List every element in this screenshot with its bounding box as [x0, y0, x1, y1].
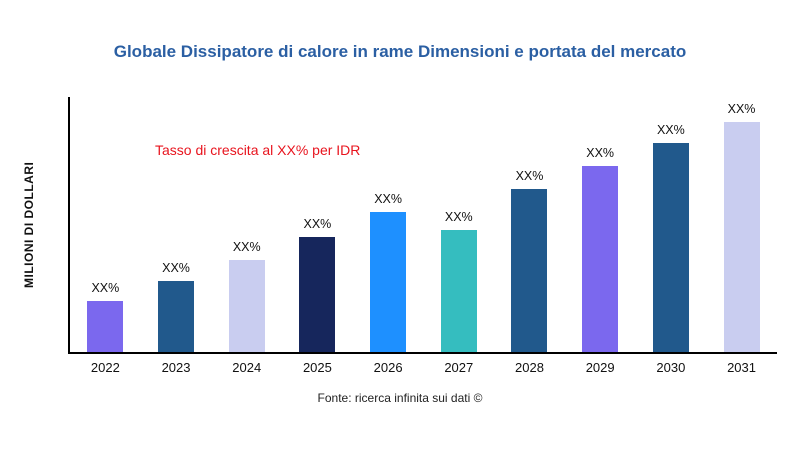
bar-value-label: XX% — [232, 240, 261, 254]
bar — [440, 230, 477, 352]
bar-column-2023: XX% — [158, 261, 195, 352]
bar-value-label: XX% — [91, 281, 120, 295]
bar-column-2025: XX% — [299, 217, 336, 352]
bar-column-2028: XX% — [511, 169, 548, 352]
x-tick-label: 2026 — [373, 360, 403, 375]
bar — [582, 166, 619, 352]
bar-column-2027: XX% — [440, 210, 477, 352]
bar-value-label: XX% — [515, 169, 544, 183]
bar-value-label: XX% — [727, 102, 756, 116]
plot-area: Tasso di crescita al XX% per IDR XX% XX% X… — [68, 97, 777, 354]
bars-row: XX% XX% XX% XX% XX% XX% XX% XX% XX% XX% — [70, 97, 777, 352]
bar — [299, 237, 336, 352]
bar — [158, 281, 195, 352]
bar-column-2026: XX% — [370, 192, 407, 352]
bar-column-2024: XX% — [228, 240, 265, 352]
bar — [87, 301, 124, 352]
growth-rate-annotation: Tasso di crescita al XX% per IDR — [155, 142, 361, 158]
x-tick-label: 2029 — [585, 360, 615, 375]
x-tick-label: 2024 — [232, 360, 262, 375]
x-tick-label: 2031 — [727, 360, 756, 375]
bar-column-2030: XX% — [652, 123, 689, 352]
source-note: Fonte: ricerca infinita sui dati © — [317, 391, 483, 405]
x-tick-label: 2027 — [444, 360, 474, 375]
bar — [370, 212, 407, 352]
x-tick-label: 2025 — [302, 360, 332, 375]
x-tick-label: 2028 — [515, 360, 544, 375]
y-axis-label: MILIONI DI DOLLARI — [22, 161, 36, 288]
bar-value-label: XX% — [303, 217, 332, 231]
x-tick-label: 2022 — [90, 360, 120, 375]
x-axis-ticks: 2022 2023 2024 2025 2026 2027 2028 2029 2030 2031 — [70, 360, 777, 375]
bar — [511, 189, 548, 352]
bar-value-label: XX% — [444, 210, 473, 224]
bar-column-2031: XX% — [723, 102, 760, 352]
bar — [652, 143, 689, 352]
x-tick-label: 2030 — [656, 360, 686, 375]
bar — [228, 260, 265, 352]
chart-title: Globale Dissipatore di calore in rame Di… — [113, 42, 687, 61]
bar-value-label: XX% — [374, 192, 402, 206]
bar-column-2022: XX% — [87, 281, 124, 352]
bar — [723, 122, 760, 352]
bar-value-label: XX% — [586, 146, 615, 160]
bar-value-label: XX% — [656, 123, 685, 137]
bar-value-label: XX% — [162, 261, 190, 275]
bar-column-2029: XX% — [582, 146, 619, 352]
x-tick-label: 2023 — [161, 360, 191, 375]
